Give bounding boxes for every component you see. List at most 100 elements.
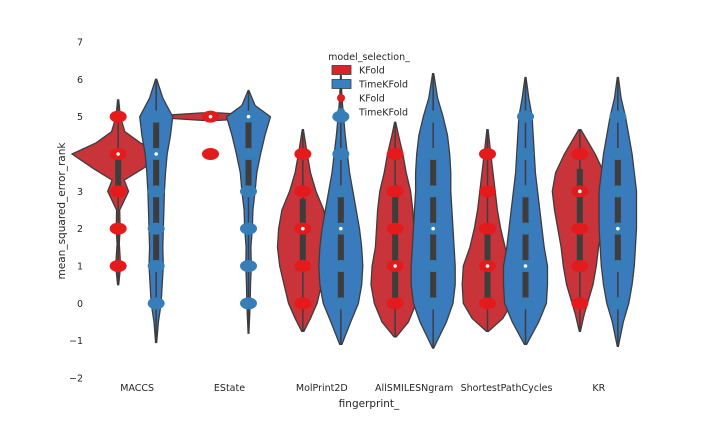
data-point: [109, 185, 127, 198]
data-point: [240, 260, 257, 272]
y-tick-label: 5: [77, 112, 83, 123]
violin-median: [578, 189, 582, 194]
data-point: [332, 148, 350, 160]
data-point: [332, 260, 350, 272]
data-point: [609, 148, 627, 160]
data-point: [479, 222, 496, 235]
data-point: [571, 148, 589, 160]
legend-label-2: KFold: [359, 94, 385, 105]
x-tick-label: EState: [214, 383, 245, 394]
data-point: [147, 222, 165, 235]
violin-box: [522, 191, 529, 304]
data-point: [386, 148, 404, 160]
violin-median: [523, 264, 528, 268]
x-tick-label: KR: [592, 383, 605, 394]
data-point: [479, 185, 496, 198]
x-tick-label: ShortestPathCycles: [461, 383, 553, 394]
violin-median: [431, 226, 435, 231]
data-point: [424, 297, 442, 310]
data-point: [386, 185, 404, 198]
data-point: [332, 110, 350, 123]
data-point: [517, 297, 534, 310]
violin-box: [614, 154, 621, 266]
data-point: [147, 185, 165, 198]
y-tick-label: 6: [77, 75, 83, 86]
data-point: [109, 110, 127, 123]
data-point: [424, 185, 442, 198]
y-tick-label: 1: [77, 262, 83, 273]
data-point: [332, 185, 350, 198]
y-axis-ticks: −2−101234567: [69, 38, 83, 385]
data-point: [147, 260, 165, 272]
violin-box: [392, 191, 399, 304]
legend-label-3: TimeKFold: [358, 108, 408, 119]
data-point: [571, 297, 589, 310]
legend-patch-1: [331, 79, 352, 89]
y-tick-label: 0: [77, 299, 83, 310]
data-point: [240, 148, 257, 160]
x-axis-title: fingerprint_: [339, 398, 400, 410]
data-point: [609, 185, 627, 198]
data-point: [609, 110, 627, 123]
data-point: [332, 297, 350, 310]
legend-label-1: TimeKFold: [358, 80, 408, 91]
y-tick-label: 2: [77, 224, 83, 235]
legend-point-2: [337, 94, 345, 102]
violin-median: [616, 226, 620, 231]
data-point: [517, 185, 534, 198]
data-point: [240, 222, 257, 235]
violin-median: [339, 226, 343, 231]
data-point: [424, 110, 442, 123]
x-tick-label: AllSMILESNgram: [375, 383, 453, 394]
data-point: [109, 260, 127, 272]
data-point: [294, 297, 312, 310]
data-point: [517, 110, 534, 123]
data-point: [294, 148, 312, 160]
data-point: [609, 297, 627, 310]
legend-patch-0: [331, 65, 352, 75]
data-point: [147, 297, 165, 310]
violin-median: [301, 226, 305, 231]
x-axis-ticks: MACCS EState MolPrint2D AllSMILESNgram Short…: [120, 383, 605, 394]
y-tick-label: −2: [69, 374, 83, 385]
data-point: [240, 185, 257, 198]
data-point: [571, 222, 589, 235]
data-point: [294, 185, 312, 198]
data-point: [517, 148, 534, 160]
violin-median: [393, 264, 397, 268]
violin-box: [115, 154, 122, 192]
points-layer: [109, 110, 627, 310]
data-point: [202, 148, 219, 160]
violin-median: [116, 152, 120, 156]
data-point: [147, 110, 165, 123]
data-point: [571, 260, 589, 272]
violin-median: [246, 114, 251, 119]
data-point: [386, 297, 404, 310]
x-tick-label: MACCS: [120, 383, 154, 394]
data-point: [294, 260, 312, 272]
y-tick-label: −1: [69, 336, 83, 347]
violin-median: [208, 114, 213, 119]
data-point: [609, 260, 627, 272]
legend-label-0: KFold: [359, 66, 385, 77]
violin-median: [485, 264, 490, 268]
y-axis-title: mean_squared_error_rank: [56, 142, 68, 280]
y-tick-label: 3: [77, 187, 83, 198]
data-point: [479, 148, 496, 160]
legend: model_selection_ KFold TimeKFold KFold Time…: [328, 52, 410, 119]
legend-title: model_selection_: [328, 52, 410, 63]
violin-box: [337, 191, 344, 304]
violin-box: [576, 168, 583, 266]
data-point: [240, 297, 257, 310]
data-point: [517, 222, 534, 235]
data-point: [424, 148, 442, 160]
violin-median: [154, 152, 158, 156]
data-point: [424, 260, 442, 272]
data-point: [386, 222, 404, 235]
legend-point-3: [337, 108, 345, 116]
data-point: [479, 297, 496, 310]
x-tick-label: MolPrint2D: [296, 383, 348, 394]
y-tick-label: 7: [77, 38, 83, 49]
data-point: [109, 222, 127, 235]
